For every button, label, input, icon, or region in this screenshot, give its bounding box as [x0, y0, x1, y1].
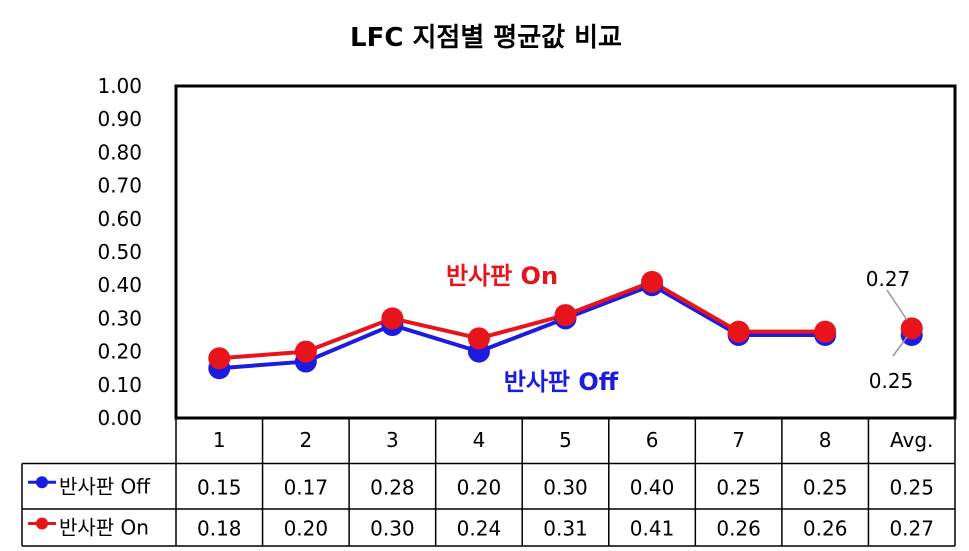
table-cell-value: 0.26: [716, 517, 761, 541]
data-point: [467, 327, 490, 350]
table-cell-value: 0.24: [457, 517, 502, 541]
x-tick-label: 3: [386, 428, 399, 452]
series-line: [219, 283, 826, 371]
table-cell-value: 0.27: [889, 517, 934, 541]
y-tick-label: 0.40: [97, 273, 142, 297]
avg-on-leader-line: [886, 289, 908, 321]
table-cell-value: 0.18: [197, 517, 242, 541]
table-cell-value: 0.40: [630, 475, 675, 499]
data-point: [554, 304, 577, 327]
x-tick-label: Avg.: [890, 428, 933, 452]
table-cell-value: 0.17: [284, 475, 329, 499]
avg-off-data-label: 0.25: [869, 369, 914, 393]
table-cell-value: 0.25: [803, 475, 848, 499]
x-tick-label: 6: [646, 428, 659, 452]
series-line: [219, 279, 826, 361]
series-points: [208, 270, 923, 380]
table-cell-value: 0.15: [197, 475, 242, 499]
series-off-label: 반사판 Off: [504, 368, 619, 396]
y-tick-label: 0.10: [97, 373, 142, 397]
legend-series-name: 반사판 On: [59, 516, 149, 540]
y-axis-ticks: 0.00 0.10 0.20 0.30 0.40 0.50 0.60 0.70 0.80 0.90…: [97, 74, 142, 430]
y-tick-label: 0.50: [97, 240, 142, 264]
chart-title: LFC 지점별 평균값 비교: [350, 23, 622, 53]
y-tick-label: 0.70: [97, 174, 142, 198]
table-cell-value: 0.26: [803, 517, 848, 541]
data-point: [208, 347, 231, 370]
y-tick-label: 0.00: [97, 406, 142, 430]
table-cell-value: 0.25: [716, 475, 761, 499]
x-tick-label: 7: [732, 428, 745, 452]
table-cell-value: 0.28: [370, 475, 415, 499]
series-lines: [219, 279, 826, 371]
series-on-label: 반사판 On: [446, 262, 558, 290]
table-cell-value: 0.25: [889, 475, 934, 499]
y-tick-label: 0.20: [97, 340, 142, 364]
x-tick-label: 1: [213, 428, 226, 452]
x-tick-label: 2: [299, 428, 312, 452]
avg-on-data-label: 0.27: [866, 267, 911, 291]
y-tick-label: 0.30: [97, 306, 142, 330]
avg-off-leader-line: [892, 336, 908, 357]
y-tick-label: 0.60: [97, 207, 142, 231]
table-cell-value: 0.30: [543, 475, 588, 499]
data-point: [294, 340, 317, 363]
y-tick-label: 0.80: [97, 140, 142, 164]
x-tick-label: 5: [559, 428, 572, 452]
legend-key-marker: [36, 476, 48, 489]
data-point: [641, 270, 664, 293]
table-cell-value: 0.30: [370, 517, 415, 541]
x-tick-label: 4: [473, 428, 486, 452]
y-tick-label: 0.90: [97, 107, 142, 131]
legend-key-marker: [36, 517, 48, 530]
legend-series-name: 반사판 Off: [59, 474, 151, 498]
data-point: [727, 320, 750, 343]
data-point: [381, 307, 404, 330]
plot-area-frame: [174, 84, 957, 420]
table-cell-value: 0.20: [457, 475, 502, 499]
data-table: 1 2 3 4 5 6 7 8 Avg. 반사판 Off 0.15 0.17 0.28 0.20 0.30 0…: [21, 418, 956, 547]
data-point: [900, 317, 923, 340]
table-cell-value: 0.20: [284, 517, 329, 541]
table-cell-value: 0.41: [630, 517, 675, 541]
x-tick-label: 8: [819, 428, 832, 452]
table-cell-value: 0.31: [543, 517, 588, 541]
data-point: [814, 320, 837, 343]
y-tick-label: 1.00: [97, 74, 142, 98]
